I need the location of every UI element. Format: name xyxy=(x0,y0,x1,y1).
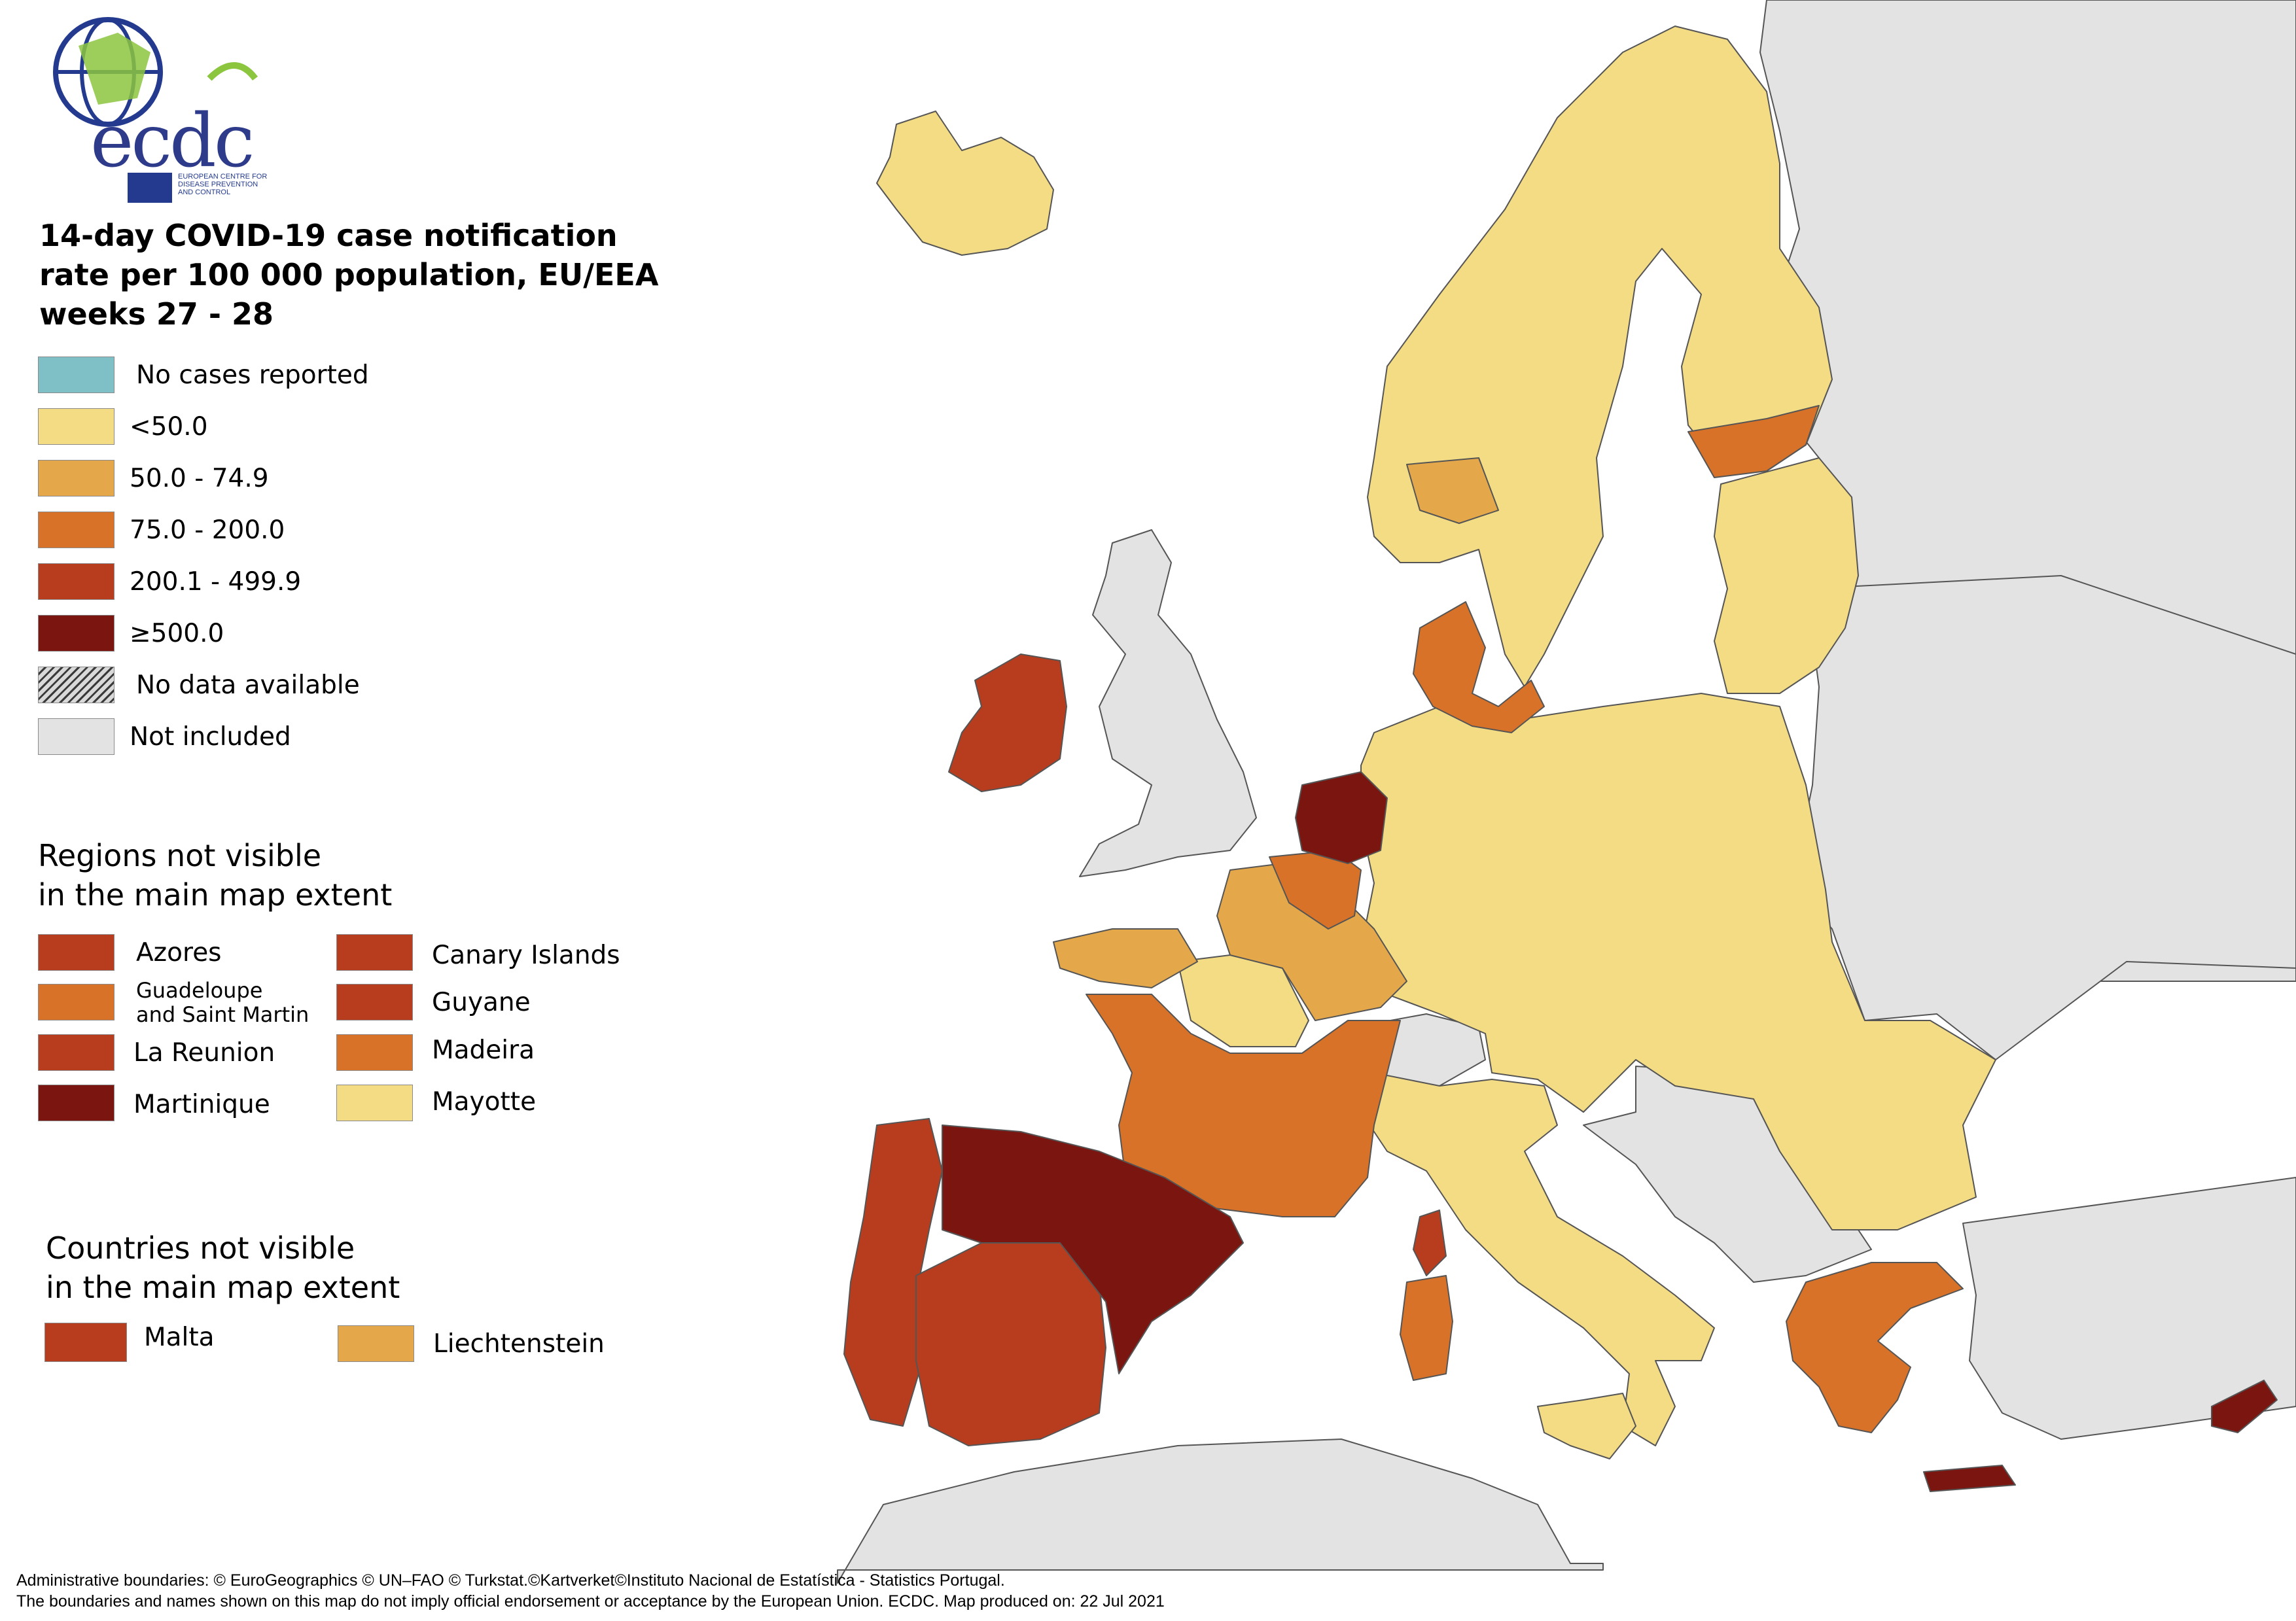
legend-swatch xyxy=(38,615,115,652)
map-region-crete xyxy=(1923,1465,2016,1492)
legend-swatch xyxy=(38,984,115,1020)
countries-not-visible-title: Countries not visible in the main map ex… xyxy=(46,1230,400,1305)
legend-swatch xyxy=(38,408,115,445)
legend-swatch xyxy=(336,1085,413,1121)
map-region-sicily xyxy=(1537,1393,1636,1459)
legend-swatch xyxy=(38,1085,115,1121)
logo-subtitle: EUROPEAN CENTRE FOR DISEASE PREVENTION A… xyxy=(178,173,268,196)
legend-swatch xyxy=(336,984,413,1020)
map-region-greece xyxy=(1786,1262,1964,1433)
legend-swatch xyxy=(336,934,413,971)
footer-attribution: Administrative boundaries: © EuroGeograp… xyxy=(16,1571,1165,1611)
map-region-scandinavia xyxy=(1367,26,1833,688)
map-region-belarus-ukraine xyxy=(1792,575,2296,1060)
map-region-denmark xyxy=(1413,601,1545,733)
map-region-brittany-normandy xyxy=(1053,928,1198,988)
map-region-sardinia xyxy=(1400,1275,1453,1381)
map-region-corsica xyxy=(1413,1210,1447,1276)
map-region-south-finland xyxy=(1687,405,1820,478)
map-region-north-africa xyxy=(837,1438,1604,1584)
legend-swatch xyxy=(44,1323,127,1362)
ecdc-logo: ecdc EUROPEAN CENTRE FOR DISEASE PREVENT… xyxy=(39,7,275,203)
map-region-spain xyxy=(942,1124,1244,1374)
map-region-netherlands xyxy=(1295,771,1388,864)
map-region-southern-spain xyxy=(915,1242,1106,1446)
legend-swatch xyxy=(38,934,115,971)
map-region-turkey xyxy=(1962,1177,2296,1440)
regions-not-visible-title: Regions not visible in the main map exte… xyxy=(38,838,393,913)
map-region-ireland xyxy=(948,654,1067,792)
map-region-italy xyxy=(1360,1072,1715,1446)
legend-swatch xyxy=(38,563,115,600)
map-region-south-norway xyxy=(1406,457,1499,524)
legend-swatch xyxy=(338,1325,414,1362)
map-region-cyprus xyxy=(2211,1380,2278,1433)
map-region-baltics xyxy=(1714,457,1859,694)
map-title: 14-day COVID-19 case notification rate p… xyxy=(39,218,659,332)
legend-swatch-hatch xyxy=(38,667,115,703)
map-region-iceland xyxy=(876,111,1054,256)
legend-swatch xyxy=(336,1034,413,1071)
map-region-france xyxy=(1086,994,1401,1217)
legend-swatch xyxy=(38,512,115,548)
legend-swatch xyxy=(38,460,115,497)
globe-icon xyxy=(53,17,258,127)
legend-swatch xyxy=(38,718,115,755)
legend-swatch xyxy=(38,357,115,393)
logo-wordmark: ecdc xyxy=(90,99,255,184)
eu-flag-icon xyxy=(128,173,172,203)
map-region-uk xyxy=(1079,529,1257,877)
legend-swatch xyxy=(38,1034,115,1071)
